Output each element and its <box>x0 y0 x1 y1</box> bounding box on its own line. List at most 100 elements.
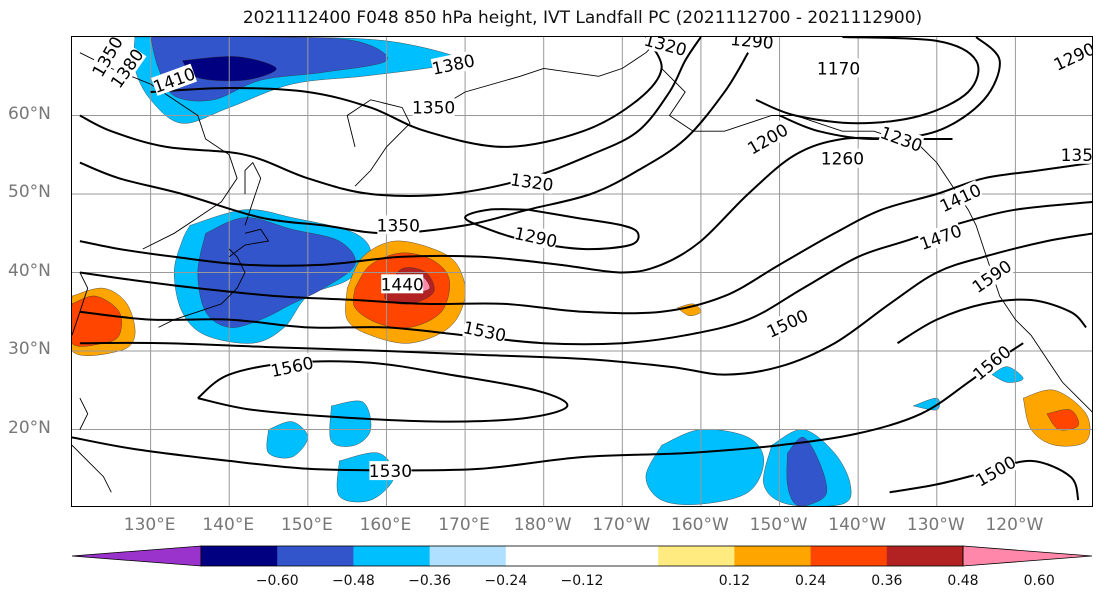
ivt-shaded-region <box>1046 409 1079 431</box>
colorbar-segment <box>201 546 278 566</box>
contour-label-background <box>968 256 1015 296</box>
contour-label: 1350 <box>377 215 420 236</box>
colorbar-tick-label: −0.24 <box>484 573 528 589</box>
height-contour-line <box>72 342 1024 472</box>
colorbar-tick-label: 0.60 <box>1023 573 1055 589</box>
height-contour-line <box>779 37 1001 141</box>
coastline <box>79 52 238 250</box>
contour-label-text: 1320 <box>642 37 689 61</box>
longitude-label: 170°W <box>592 515 651 535</box>
contour-label: 1260 <box>821 148 864 170</box>
colorbar-extend-max <box>962 545 1093 567</box>
contour-label-text: 1500 <box>764 306 812 342</box>
colorbar <box>71 545 1093 567</box>
coastline <box>79 397 89 430</box>
contour-label-background <box>642 37 689 59</box>
contour-label: 1350 <box>1061 144 1092 166</box>
ivt-shaded-region <box>266 421 309 459</box>
contour-label-text: 1560 <box>269 353 315 382</box>
contour-label: 1290 <box>729 37 774 54</box>
contour-label-text: 1530 <box>369 462 412 482</box>
longitude-label: 150°E <box>280 515 333 535</box>
height-contour-line <box>79 52 749 235</box>
ivt-shaded-region <box>913 397 940 411</box>
colorbar-tick-label: 0.24 <box>795 573 827 589</box>
contour-label-text: 1320 <box>509 170 555 196</box>
latitude-label: 50°N <box>8 182 51 202</box>
contour-label-background <box>509 169 555 195</box>
contour-label-background <box>381 274 424 294</box>
contour-label-text: 1290 <box>729 37 774 54</box>
colorbar-tick-label: −0.60 <box>255 573 299 589</box>
contour-label: 1500 <box>764 305 812 343</box>
colorbar-tick-label: −0.36 <box>408 573 452 589</box>
colorbar-segment <box>582 546 659 566</box>
map-title: 2021112400 F048 850 hPa height, IVT Land… <box>242 8 923 28</box>
ivt-shading-layer <box>72 37 1091 506</box>
contour-label-background <box>151 63 198 96</box>
colorbar-segment <box>658 546 735 566</box>
contour-label-background <box>377 215 420 235</box>
contour-label-background <box>937 179 984 215</box>
contour-label: 1350 <box>412 97 455 119</box>
contour-label-background <box>1051 38 1092 74</box>
colorbar-segment <box>353 546 431 566</box>
colorbar-segment <box>505 546 583 566</box>
height-contour-line <box>79 136 953 274</box>
colorbar-tick-label: 0.36 <box>871 573 903 589</box>
contour-label: 1530 <box>369 461 412 482</box>
longitude-label: 150°W <box>749 515 808 535</box>
colorbar-extend-min <box>71 545 202 567</box>
contour-label-background <box>430 50 476 78</box>
coastline <box>425 37 662 116</box>
latitude-label: 30°N <box>8 339 51 359</box>
longitude-label: 160°W <box>671 515 729 535</box>
contour-label: 1200 <box>744 119 792 159</box>
height-contour-line <box>79 161 1092 315</box>
height-contour-line <box>755 37 980 125</box>
colorbar-segment <box>277 546 354 566</box>
height-contour-line <box>79 232 1092 376</box>
contour-label-text: 1230 <box>877 123 924 157</box>
height-contour-line <box>896 298 1087 345</box>
colorbar-outline <box>200 545 964 567</box>
longitude-label: 120°W <box>985 515 1044 535</box>
coastline <box>346 99 411 187</box>
longitude-label: 130°W <box>906 515 965 535</box>
contour-label-background <box>969 341 1014 384</box>
longitude-label: 140°W <box>828 515 887 535</box>
contour-label-text: 1470 <box>917 221 964 255</box>
contour-label: 1560 <box>269 352 316 382</box>
contour-label-text: 1440 <box>381 275 424 295</box>
latitude-label: 20°N <box>8 417 51 438</box>
contour-label: 1290 <box>1051 38 1092 76</box>
contour-label: 1290 <box>512 223 559 253</box>
contour-label-background <box>412 97 455 117</box>
contour-label-background <box>106 45 147 91</box>
longitude-label: 170°E <box>438 515 490 535</box>
contour-label-text: 1530 <box>461 318 507 347</box>
coastline <box>228 228 270 258</box>
contour-label-background <box>88 37 126 80</box>
contour-label: 1230 <box>877 122 925 157</box>
colorbar-segment <box>734 546 812 566</box>
contour-label-background <box>369 461 412 481</box>
contour-label: 1320 <box>642 37 689 61</box>
contour-label: 1530 <box>461 317 508 347</box>
contour-label-text: 1260 <box>821 150 864 170</box>
height-contours <box>72 37 1092 501</box>
contour-label-text: 1500 <box>972 452 1019 491</box>
ivt-shaded-region <box>329 400 372 447</box>
coastline <box>158 248 246 328</box>
colorbar-tick-label: 0.48 <box>947 573 979 589</box>
contour-label-background <box>878 122 925 155</box>
coastline <box>72 272 89 336</box>
colorbar-segment <box>810 546 888 566</box>
colorbar-segment <box>886 546 964 566</box>
ivt-shaded-region <box>645 429 765 505</box>
contour-label-text: 1290 <box>512 224 558 253</box>
contour-label-text: 1590 <box>969 257 1016 298</box>
latitude-label: 60°N <box>8 103 51 124</box>
contour-label: 1590 <box>968 256 1016 298</box>
